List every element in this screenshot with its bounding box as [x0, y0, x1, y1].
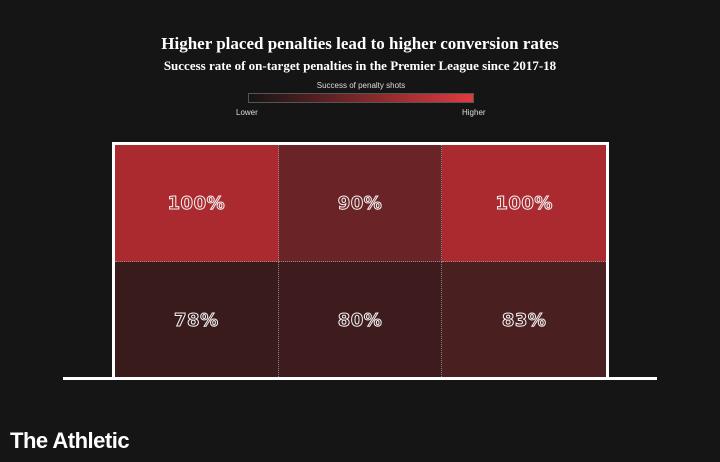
legend-high-label: Higher	[462, 108, 486, 117]
legend-color-bar	[248, 93, 474, 103]
heatmap-cell: 80%	[278, 262, 443, 379]
heatmap-cell: 100%	[115, 145, 279, 262]
heatmap-cell: 100%	[442, 145, 606, 262]
heatmap-cell: 78%	[115, 262, 279, 379]
heatmap-cell: 83%	[442, 262, 606, 379]
heatmap-cell-label: 83%	[501, 310, 547, 332]
brand-logo: The Athletic	[10, 428, 130, 453]
heatmap-cell-label: 100%	[167, 192, 226, 214]
heatmap-cell-label: 100%	[495, 192, 553, 214]
goal-line	[63, 377, 657, 380]
legend-title: Success of penalty shots	[316, 81, 406, 90]
chart-title: Higher placed penalties lead to higher c…	[161, 34, 559, 53]
heatmap-cell-label: 78%	[174, 310, 219, 332]
chart-subtitle: Success rate of on-target penalties in t…	[163, 58, 557, 73]
heatmap-cell-label: 80%	[337, 310, 383, 332]
legend-low-label: Lower	[236, 108, 258, 117]
goal-frame: 100% 90% 100% 78% 80% 83%	[112, 142, 609, 379]
heatmap-cell-label: 90%	[337, 192, 383, 214]
heatmap-cell: 90%	[278, 145, 443, 262]
